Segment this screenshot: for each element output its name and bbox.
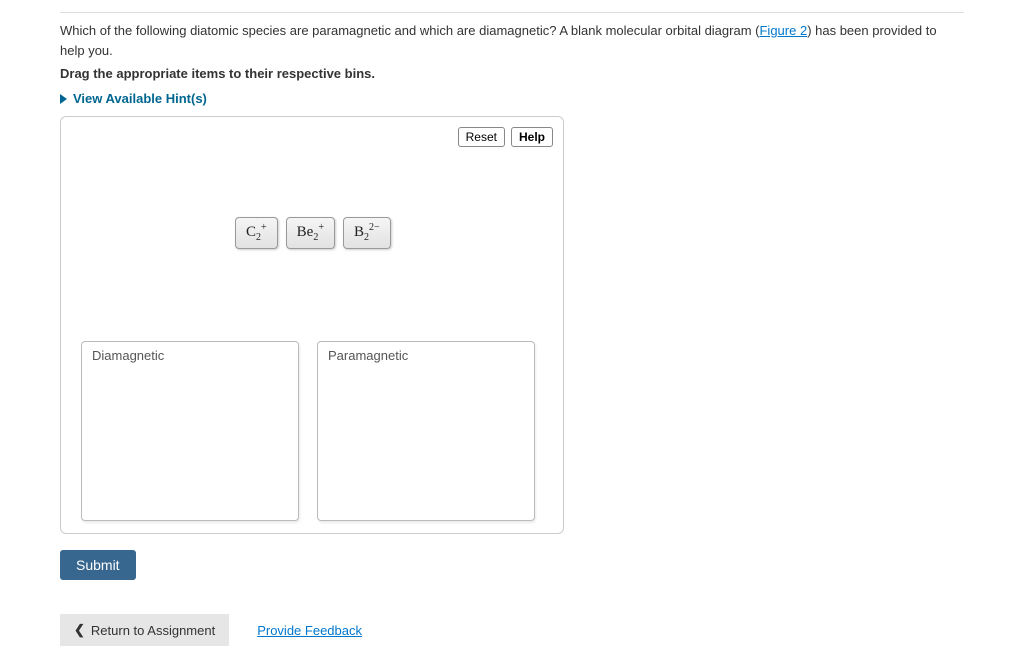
work-toolbar: Reset Help: [458, 127, 553, 147]
footer: ❮ Return to Assignment Provide Feedback: [60, 614, 964, 646]
drag-item-be2-plus[interactable]: Be2+: [286, 217, 335, 249]
item-sub: 2: [364, 232, 369, 243]
item-sup: 2−: [369, 222, 380, 233]
bin-diamagnetic[interactable]: Diamagnetic: [81, 341, 299, 521]
reset-button[interactable]: Reset: [458, 127, 505, 147]
bin-paramagnetic[interactable]: Paramagnetic: [317, 341, 535, 521]
submit-button[interactable]: Submit: [60, 550, 136, 580]
drag-item-b2-2minus[interactable]: B22−: [343, 217, 391, 249]
work-area: Reset Help C2+ Be2+ B22− Diamagnetic Par…: [60, 116, 564, 534]
item-base: B: [354, 224, 364, 240]
bin-label: Paramagnetic: [318, 342, 534, 369]
item-sub: 2: [313, 232, 318, 243]
view-hints-toggle[interactable]: View Available Hint(s): [60, 91, 964, 106]
figure-link[interactable]: Figure 2: [759, 23, 807, 38]
provide-feedback-link[interactable]: Provide Feedback: [257, 623, 362, 638]
question-text: Which of the following diatomic species …: [60, 21, 964, 60]
drag-instruction: Drag the appropriate items to their resp…: [60, 66, 964, 81]
hints-label: View Available Hint(s): [73, 91, 207, 106]
drag-item-c2-plus[interactable]: C2+: [235, 217, 278, 249]
chevron-left-icon: ❮: [74, 622, 85, 638]
return-label: Return to Assignment: [91, 623, 215, 638]
bin-label: Diamagnetic: [82, 342, 298, 369]
item-sup: +: [318, 222, 324, 233]
item-base: C: [246, 224, 256, 240]
return-to-assignment-button[interactable]: ❮ Return to Assignment: [60, 614, 229, 646]
item-base: Be: [297, 224, 314, 240]
help-button[interactable]: Help: [511, 127, 553, 147]
triangle-right-icon: [60, 94, 67, 104]
item-sub: 2: [256, 232, 261, 243]
item-sup: +: [261, 222, 267, 233]
question-text-part1: Which of the following diatomic species …: [60, 23, 759, 38]
submit-row: Submit: [60, 550, 964, 580]
drag-items-container: C2+ Be2+ B22−: [235, 217, 391, 249]
bins-container: Diamagnetic Paramagnetic: [81, 341, 535, 521]
